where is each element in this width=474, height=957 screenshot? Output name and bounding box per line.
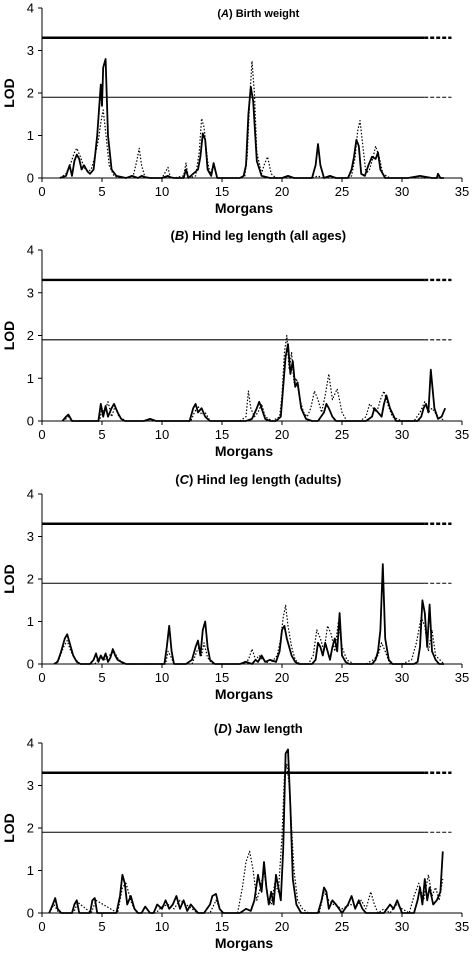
x-tick-label: 5 [98,184,105,199]
y-tick-label: 1 [27,128,34,143]
chart-panel-a: 0 1 2 3 4 0 5 10 15 20 25 30 35 Morgans LOD (A) Birth w… [1,1,469,217]
y-tick-label: 0 [27,171,34,186]
panel-title: (B) Hind leg length (all ages) [171,228,347,243]
x-tick-label: 35 [455,427,469,442]
y-tick-label: 0 [27,906,34,921]
y-tick-label: 1 [27,371,34,386]
x-tick-label: 15 [215,427,229,442]
y-tick-label: 4 [27,487,34,502]
panel-title: (C) Hind leg length (adults) [175,472,341,487]
x-tick-label: 25 [335,670,349,685]
y-tick-label: 1 [27,863,34,878]
x-tick-label: 0 [38,919,45,934]
y-axis-title: LOD [1,78,17,108]
chart-panel-d: 0 1 2 3 4 0 5 10 15 20 25 30 35 Morgans LOD (D) Jaw len… [1,721,469,951]
y-tick-label: 2 [27,572,34,587]
y-tick-label: 0 [27,657,34,672]
x-tick-label: 35 [455,919,469,934]
series-line-dotted [53,604,445,665]
y-tick-label: 0 [27,414,34,429]
x-tick-label: 5 [98,427,105,442]
x-tick-label: 20 [275,919,289,934]
y-tick-label: 4 [27,1,34,16]
x-tick-label: 15 [215,670,229,685]
y-tick-label: 2 [27,328,34,343]
y-axis-title: LOD [1,564,17,594]
y-tick-label: 3 [27,285,34,300]
x-tick-label: 30 [395,427,409,442]
x-axis-title: Morgans [215,935,274,951]
series-line-dotted [48,763,444,914]
y-tick-label: 3 [27,778,34,793]
x-tick-label: 5 [98,919,105,934]
x-tick-label: 10 [155,670,169,685]
x-tick-label: 0 [38,670,45,685]
x-tick-label: 0 [38,184,45,199]
x-axis-title: Morgans [215,686,274,702]
x-tick-label: 20 [275,670,289,685]
x-tick-label: 10 [155,184,169,199]
series-line-solid [59,58,444,179]
y-tick-label: 3 [27,43,34,58]
x-tick-label: 25 [335,919,349,934]
series-line-dotted [59,60,444,179]
y-tick-label: 3 [27,529,34,544]
series-line-solid [61,343,447,422]
x-tick-label: 30 [395,919,409,934]
x-tick-label: 35 [455,184,469,199]
chart-panel-c: 0 1 2 3 4 0 5 10 15 20 25 30 35 Morgans LOD (C) Hind le… [1,472,469,702]
y-tick-label: 4 [27,736,34,751]
x-tick-label: 10 [155,427,169,442]
x-tick-label: 25 [335,427,349,442]
x-tick-label: 30 [395,184,409,199]
y-axis-title: LOD [1,321,17,351]
x-tick-label: 15 [215,919,229,934]
y-tick-label: 4 [27,243,34,258]
x-tick-label: 25 [335,184,349,199]
y-axis-title: LOD [1,813,17,843]
y-tick-label: 2 [27,821,34,836]
chart-panel-b: 0 1 2 3 4 0 5 10 15 20 25 30 35 Morgans LOD (B) Hind le… [1,228,469,459]
series-line-dotted [62,334,446,422]
panel-title: (D) Jaw length [214,721,303,736]
x-tick-label: 30 [395,670,409,685]
x-tick-label: 20 [275,427,289,442]
series-line-solid [53,563,444,665]
x-tick-label: 15 [215,184,229,199]
x-tick-label: 5 [98,670,105,685]
panel-title: (A) Birth weight [217,8,299,20]
y-tick-label: 2 [27,86,34,101]
x-tick-label: 20 [275,184,289,199]
x-axis-title: Morgans [215,200,274,216]
x-tick-label: 0 [38,427,45,442]
y-tick-label: 1 [27,614,34,629]
x-tick-label: 35 [455,670,469,685]
x-axis-title: Morgans [215,443,274,459]
x-tick-label: 10 [155,919,169,934]
